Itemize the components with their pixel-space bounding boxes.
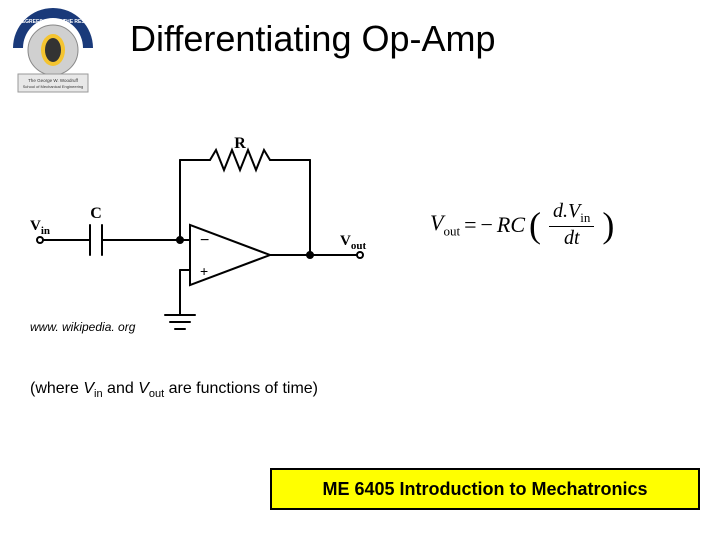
eq-equals: =	[464, 212, 476, 238]
note-text: (where Vin and Vout are functions of tim…	[30, 380, 318, 400]
eq-neg: −	[481, 212, 493, 238]
vin-label: Vin	[30, 218, 50, 237]
resistor-label: R	[234, 135, 246, 152]
course-footer: ME 6405 Introduction to Mechatronics	[270, 468, 700, 510]
page-title: Differentiating Op-Amp	[130, 18, 496, 60]
eq-lhs: Vout	[430, 210, 460, 239]
svg-text:The George W. Woodruff: The George W. Woodruff	[28, 78, 79, 83]
output-equation: Vout = − RC ( d.Vin dt )	[430, 200, 614, 250]
vout-label: Vout	[340, 233, 366, 252]
minus-label: −	[200, 232, 209, 249]
svg-text:DEGREES ABOVE THE REST: DEGREES ABOVE THE REST	[18, 19, 88, 25]
circuit-diagram: R C − + Vin Vout	[30, 130, 390, 350]
institution-logo: DEGREES ABOVE THE REST The George W. Woo…	[8, 8, 98, 98]
eq-coeff: RC	[497, 212, 525, 238]
plus-label: +	[200, 263, 208, 279]
eq-fraction: d.Vin dt	[549, 200, 594, 250]
eq-rparen: )	[602, 207, 614, 243]
source-citation: www. wikipedia. org	[30, 320, 135, 334]
eq-lparen: (	[529, 207, 541, 243]
capacitor-label: C	[90, 205, 102, 222]
svg-text:School of Mechanical Engineeri: School of Mechanical Engineering	[23, 84, 83, 89]
